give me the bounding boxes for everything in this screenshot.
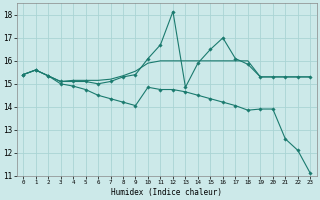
X-axis label: Humidex (Indice chaleur): Humidex (Indice chaleur) [111,188,222,197]
